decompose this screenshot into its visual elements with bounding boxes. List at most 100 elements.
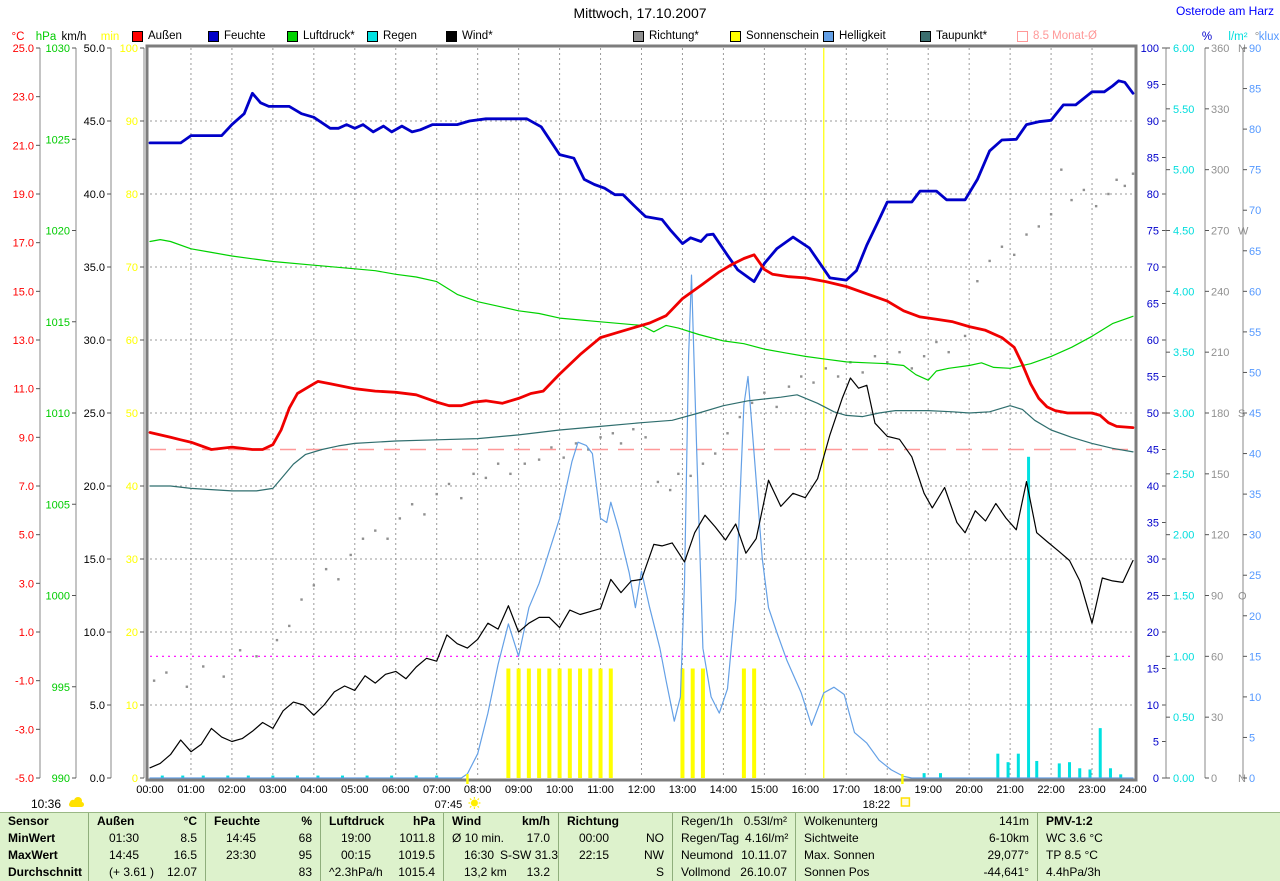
series-richtung-point [185, 685, 189, 688]
col-header: Luftdruck [329, 814, 385, 828]
series-sonnenschein-bar [567, 668, 572, 778]
axis-tick-label-min: 0 [132, 773, 138, 785]
legend-item-8-5-monat-: 8.5 Monat-Ø [1017, 29, 1097, 43]
full-moon-label: Vollmond [681, 865, 731, 879]
axis-tick-label-klux: 35 [1249, 489, 1261, 501]
axis-tick-label-klux: 55 [1249, 327, 1261, 339]
axis-tick-label-°C: 19.0 [13, 189, 34, 201]
axis-tick-label-min: 80 [126, 189, 138, 201]
axis-direction-letter: S [1238, 408, 1245, 420]
stats-row-label: MinWert [8, 831, 56, 845]
axis-tick-label-°C: 3.0 [19, 578, 34, 590]
legend-label: Regen [383, 30, 417, 42]
axis-tick-label-%: 60 [1147, 335, 1159, 347]
x-axis-hour-label: 00:00 [136, 784, 164, 796]
windchill-value: WC 3.6 °C [1046, 831, 1103, 845]
series-richtung-point [324, 567, 328, 571]
x-axis-hour-label: 05:00 [341, 784, 369, 796]
x-axis-hour-label: 23:00 [1078, 784, 1106, 796]
legend-color-swatch-icon [132, 30, 143, 42]
series-sonnenschein-bar [598, 668, 603, 778]
axis-tick-label-klux: 45 [1249, 408, 1261, 420]
series-richtung-point [726, 432, 729, 435]
axis-unit-%: % [1202, 31, 1212, 43]
axis-tick-label-l/m²: 6.00 [1173, 43, 1194, 55]
x-axis-hour-label: 03:00 [259, 784, 287, 796]
legend-label: Luftdruck* [303, 30, 355, 42]
series-sonnenschein-bar [526, 668, 531, 778]
series-richtung-point [312, 584, 316, 587]
series-richtung-point [1000, 245, 1004, 248]
legend: Außen Feuchte Luftdruck* Regen Wind* Richtung… [0, 29, 1280, 44]
series-richtung-point [1131, 172, 1135, 175]
col-unit: °C [183, 814, 197, 828]
axis-tick-label-klux: 65 [1249, 246, 1261, 258]
legend-color-swatch-icon [730, 30, 741, 42]
axis-tick-label-l/m²: 5.50 [1173, 104, 1194, 116]
legend-label: Taupunkt* [936, 30, 988, 42]
axis-direction-letter: N [1238, 43, 1246, 55]
stats-header: Sensor [8, 814, 49, 828]
legend-label: Sonnenschein [746, 30, 819, 42]
legend-item-luftdruck-: Luftdruck* [287, 29, 355, 43]
x-axis-hour-label: 15:00 [751, 784, 779, 796]
x-axis-hour-label: 16:00 [792, 784, 820, 796]
series-richtung-point [644, 436, 647, 439]
x-axis-hour-label: 20:00 [955, 784, 983, 796]
axis-tick-label-%: 30 [1147, 554, 1159, 566]
series-sonnenschein-bar [537, 668, 542, 778]
axis-tick-label-°C: 21.0 [13, 140, 34, 152]
series-richtung-point [300, 598, 303, 601]
col-unit: hPa [412, 814, 435, 828]
axis-tick-label-hPa: 1010 [46, 408, 70, 420]
axis-tick-label-min: 30 [126, 554, 138, 566]
max-sun-label: Max. Sonnen [804, 848, 875, 862]
axis-tick-label-klux: 5 [1249, 732, 1255, 744]
series-regen-bar [1035, 760, 1039, 778]
axis-tick-label-%: 50 [1147, 408, 1159, 420]
legend-color-swatch-icon [633, 30, 644, 42]
series-richtung-point [484, 476, 488, 480]
min-value: NO [646, 831, 664, 845]
axis-unit-klux: klux [1259, 31, 1280, 43]
axis-tick-label-hPa: 1020 [46, 226, 70, 238]
series-richtung-point [472, 472, 475, 476]
series-richtung-point [509, 472, 512, 476]
axis-tick-label-min: 70 [126, 262, 138, 274]
axis-tick-label-°: 330 [1211, 104, 1229, 116]
axis-tick-label-min: 10 [126, 700, 138, 712]
x-axis-hour-label: 14:00 [710, 784, 738, 796]
axis-tick-label-%: 25 [1147, 591, 1159, 603]
axis-tick-label-min: 100 [120, 43, 138, 55]
axis-tick-label-klux: 90 [1249, 43, 1261, 55]
series-sonnenschein-bar [752, 668, 757, 778]
axis-tick-label-°: 0 [1211, 773, 1217, 785]
rain-day-value: 4.16l/m² [745, 831, 789, 845]
axis-tick-label-km/h: 10.0 [84, 627, 105, 639]
series-richtung-point [1070, 198, 1073, 202]
x-axis-hour-label: 08:00 [464, 784, 492, 796]
series-richtung-point [910, 367, 914, 370]
max-sun-value: 29,077° [987, 848, 1029, 862]
series-richtung-point [238, 649, 242, 652]
axis-tick-label-l/m²: 2.00 [1173, 530, 1194, 542]
series-wind-line [149, 377, 1134, 769]
sun-pos-value: -44,641° [983, 865, 1030, 879]
min-time: 19:00 [341, 831, 372, 845]
series-richtung-point [255, 655, 258, 658]
axis-tick-label-km/h: 20.0 [84, 481, 105, 493]
dewpoint-value: TP 8.5 °C [1046, 848, 1098, 862]
axis-tick-label-°C: 23.0 [13, 92, 34, 104]
series-regen-bar [1006, 762, 1010, 778]
min-value: 8.5 [180, 831, 197, 845]
series-regen-bar [316, 775, 320, 778]
series-richtung-point [611, 432, 615, 435]
legend-item-feuchte: Feuchte [208, 29, 266, 43]
axis-tick-label-%: 75 [1147, 226, 1159, 238]
series-richtung-point [701, 462, 705, 465]
axis-unit-min: min [101, 31, 120, 43]
avg-value: S [655, 865, 664, 879]
min-time: 01:30 [109, 831, 140, 845]
series-regen-bar [996, 753, 1000, 778]
series-richtung-point [775, 405, 778, 409]
